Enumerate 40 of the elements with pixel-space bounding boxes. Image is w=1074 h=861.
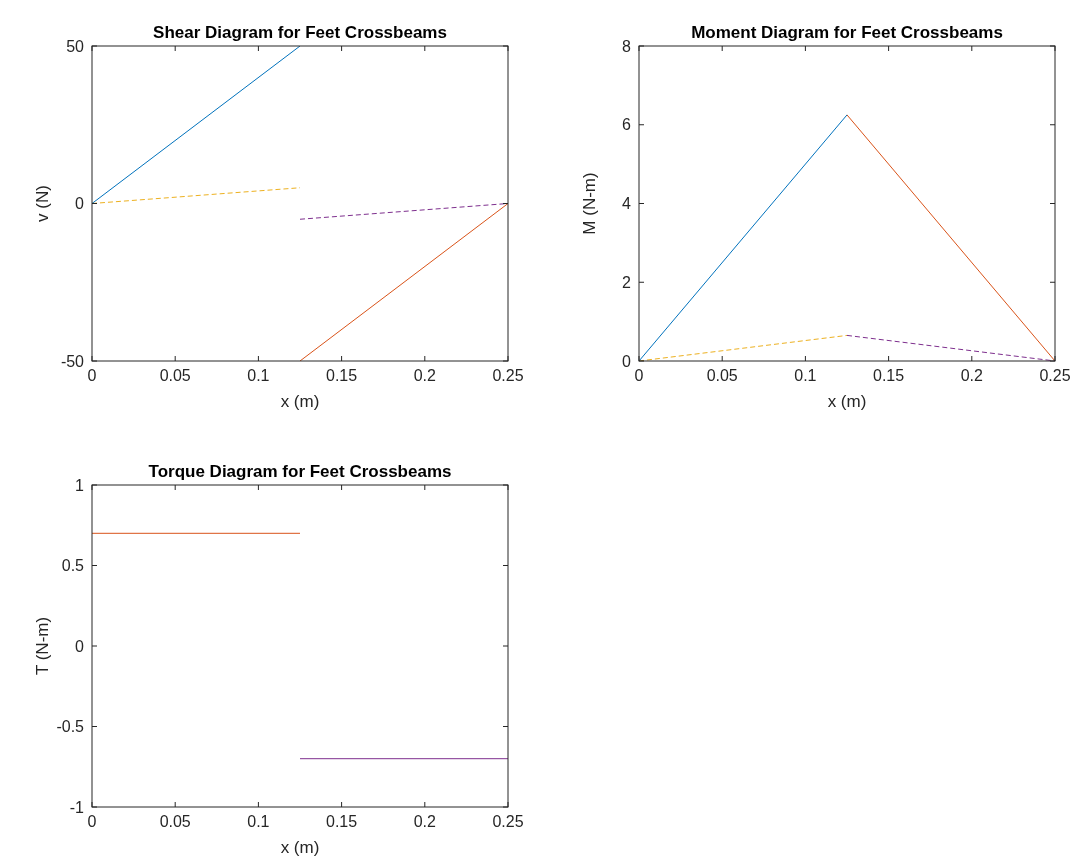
y-tick-label: 50 — [66, 37, 85, 55]
y-tick-label: -0.5 — [56, 718, 85, 736]
x-tick-label: 0.15 — [326, 813, 358, 830]
x-axis-title: x (m) — [827, 392, 867, 411]
x-tick-label: 0 — [87, 813, 97, 830]
x-tick-label: 0.1 — [794, 367, 817, 384]
x-tick-label: 0.1 — [247, 813, 270, 830]
y-tick-label: 0 — [75, 195, 85, 213]
y-tick-label: 2 — [622, 273, 632, 291]
x-tick-label: 0.15 — [326, 367, 358, 384]
chart-title: Shear Diagram for Feet Crossbeams — [153, 23, 447, 42]
y-axis-title: M (N-m) — [580, 172, 599, 235]
y-axis-title: T (N-m) — [33, 616, 52, 676]
x-tick-label: 0.05 — [159, 367, 191, 384]
x-tick-label: 0 — [634, 367, 644, 384]
y-tick-label: 6 — [622, 116, 632, 134]
x-tick-label: 0.1 — [247, 367, 270, 384]
x-tick-label: 0.05 — [159, 813, 191, 830]
y-tick-label: -50 — [60, 352, 85, 370]
y-tick-label: 0 — [75, 637, 85, 655]
y-axis-title: v (N) — [33, 185, 52, 222]
x-tick-label: 0.05 — [706, 367, 738, 384]
x-tick-label: 0.25 — [1039, 367, 1071, 384]
x-axis-title: x (m) — [280, 392, 320, 411]
y-tick-label: 8 — [622, 37, 632, 55]
y-tick-label: 1 — [75, 476, 85, 494]
chart-title: Moment Diagram for Feet Crossbeams — [691, 23, 1003, 42]
x-tick-label: 0 — [87, 367, 97, 384]
y-tick-label: 0 — [622, 352, 632, 370]
y-tick-label: 4 — [622, 195, 632, 213]
x-tick-label: 0.2 — [960, 367, 984, 384]
x-tick-label: 0.15 — [873, 367, 905, 384]
x-tick-label: 0.2 — [413, 367, 437, 384]
x-axis-title: x (m) — [280, 838, 320, 857]
y-tick-label: 0.5 — [61, 557, 85, 575]
x-tick-label: 0.25 — [492, 367, 524, 384]
chart-title: Torque Diagram for Feet Crossbeams — [148, 462, 452, 481]
x-tick-label: 0.2 — [413, 813, 437, 830]
y-tick-label: -1 — [69, 798, 85, 816]
x-tick-label: 0.25 — [492, 813, 524, 830]
